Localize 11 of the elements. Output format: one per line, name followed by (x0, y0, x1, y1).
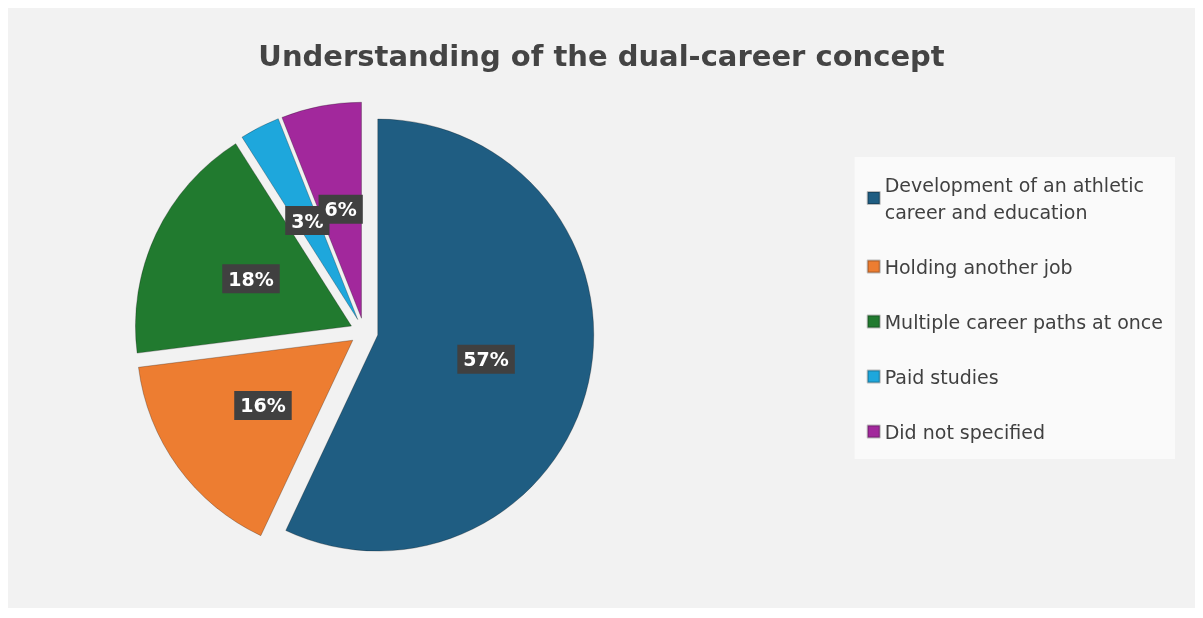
legend-label: Development of an athletic career and education (884, 173, 1145, 223)
legend-label: Did not specified (884, 420, 1045, 443)
legend-label: Multiple career paths at once (884, 310, 1163, 333)
legend-label: Paid studies (884, 365, 999, 388)
data-label: 16% (240, 394, 286, 417)
data-label: 57% (463, 348, 509, 371)
data-label: 6% (324, 198, 357, 221)
chart-title: Understanding of the dual-career concept (258, 38, 945, 73)
data-label: 3% (291, 209, 324, 232)
legend-label: Holding another job (884, 255, 1073, 278)
data-label: 18% (228, 267, 274, 290)
